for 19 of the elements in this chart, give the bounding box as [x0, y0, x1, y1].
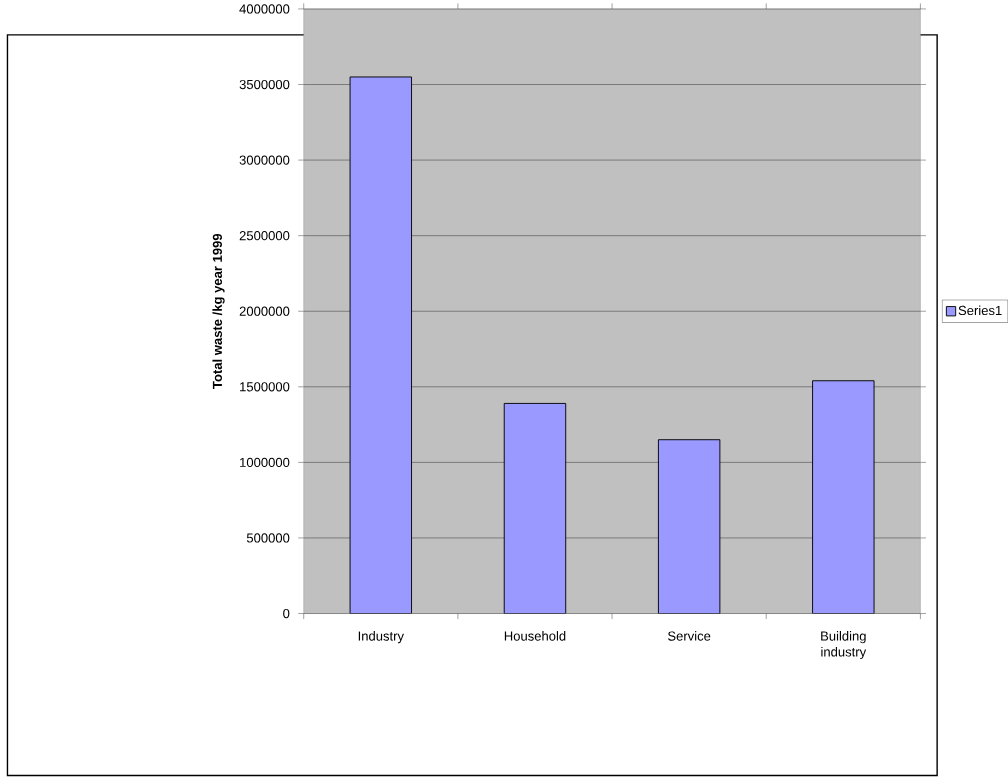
y-axis-title: Total waste /kg year 1999	[212, 233, 225, 389]
x-tick-label: Service	[668, 630, 711, 641]
x-tick-label: Building industry	[821, 630, 867, 659]
y-tick-label: 0	[283, 608, 290, 619]
x-tick-label: Industry	[358, 630, 404, 644]
legend-label: Series1	[958, 305, 1002, 315]
y-tick-label: 1000000	[240, 457, 290, 467]
y-tick-label: 2000000	[239, 306, 290, 316]
y-tick-label: 2500000	[239, 230, 290, 241]
y-tick-label: 1500000	[240, 382, 290, 392]
bar	[812, 380, 875, 614]
bar	[349, 76, 413, 614]
y-tick-label: 500000	[246, 533, 290, 543]
y-tick-label: 3000000	[239, 155, 290, 165]
x-tick-label: Household	[504, 630, 566, 641]
y-tick-label: 3500000	[239, 79, 290, 90]
bar	[503, 402, 567, 614]
bar	[657, 439, 721, 614]
y-tick-label: 4000000	[239, 4, 290, 14]
